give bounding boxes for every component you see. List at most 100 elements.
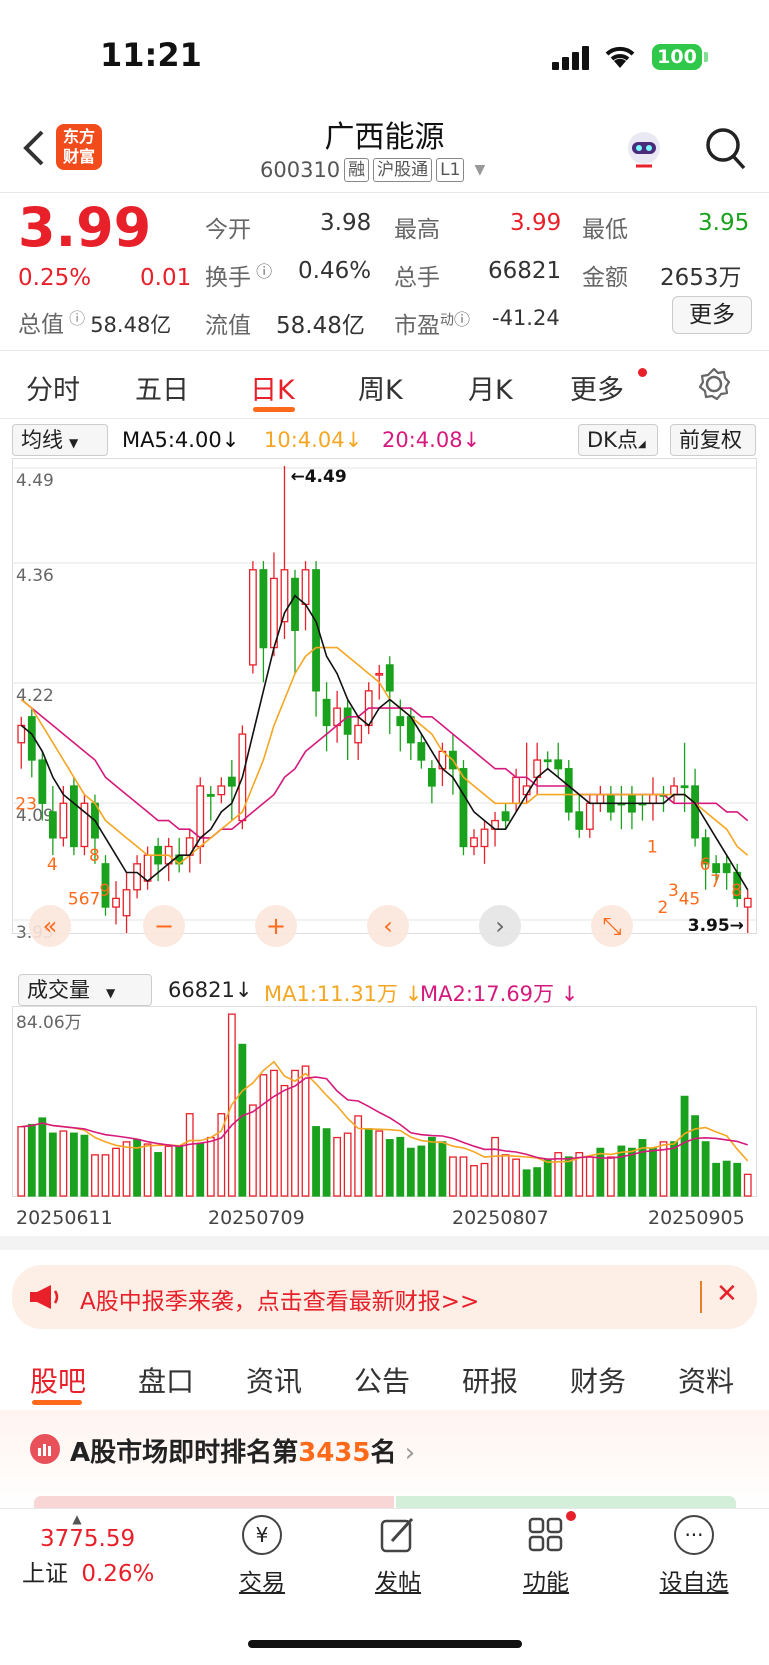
candle-body xyxy=(417,742,426,761)
tab-announcements[interactable]: 公告 xyxy=(354,1365,411,1398)
megaphone-icon xyxy=(28,1283,62,1315)
market-rank-card[interactable]: A股市场即时排名第3435名 › xyxy=(0,1410,769,1510)
adjust-button[interactable]: 前复权 xyxy=(670,424,756,456)
tab-monthly-k[interactable]: 月K xyxy=(468,375,513,406)
indicator-select[interactable]: 均线 ▼ xyxy=(12,424,108,456)
wifi-icon xyxy=(602,42,638,74)
tab-weekly-k[interactable]: 周K xyxy=(358,375,403,406)
status-bar: 11:21 100 xyxy=(0,0,769,108)
volume-indicator-select[interactable]: 成交量 ▼ xyxy=(18,974,152,1006)
pe-label[interactable]: 市盈动ⓘ xyxy=(394,306,470,340)
zoom-in-icon[interactable]: + xyxy=(255,905,297,947)
low-annotation: 3.95→ xyxy=(688,916,744,936)
index-change: 0.26% xyxy=(81,1561,155,1587)
current-price: 3.99 xyxy=(18,196,152,259)
back-icon[interactable] xyxy=(20,128,48,172)
zoom-out-icon[interactable]: − xyxy=(143,905,185,947)
volume-bar xyxy=(291,1069,299,1197)
up-triangle-icon: ▲ xyxy=(72,1512,82,1526)
volume-bar xyxy=(743,1173,752,1197)
trade-button[interactable]: ¥ 交易 xyxy=(222,1515,302,1597)
volume-bar xyxy=(501,1154,510,1197)
down-arrow-icon: ↓ xyxy=(462,428,481,452)
post-button[interactable]: 发帖 xyxy=(358,1515,438,1597)
robot-assistant-icon[interactable] xyxy=(620,126,668,178)
volume-value-legend: 66821↓ xyxy=(168,978,252,1002)
tab-orderbook[interactable]: 盘口 xyxy=(138,1365,195,1398)
turnover-label-text: 换手 xyxy=(205,265,251,291)
tab-news[interactable]: 资讯 xyxy=(246,1365,303,1398)
close-icon[interactable]: ✕ xyxy=(716,1279,738,1309)
logo-text-bottom: 财富 xyxy=(62,147,95,166)
volume-chart[interactable]: 84.06万 20250611 20250709 20250807 20250905 xyxy=(12,1006,757,1232)
prev-icon[interactable]: ‹ xyxy=(367,905,409,947)
candle-body xyxy=(227,776,236,787)
zoom-out-icon-glyph: − xyxy=(154,912,174,940)
total-value[interactable]: 总值 ⓘ 58.48亿 xyxy=(18,305,171,339)
function-button[interactable]: 功能 xyxy=(506,1511,586,1597)
volume-bar xyxy=(427,1136,436,1197)
open-value: 3.98 xyxy=(320,210,372,236)
tab-intraday[interactable]: 分时 xyxy=(26,375,80,406)
tab-five-day[interactable]: 五日 xyxy=(135,375,189,406)
fullscreen-icon[interactable]: ⤡ xyxy=(591,905,633,947)
volume-bar xyxy=(712,1162,721,1197)
next-icon[interactable]: › xyxy=(479,905,521,947)
dk-marker: 4 xyxy=(47,855,58,875)
scroll-left-icon[interactable]: « xyxy=(29,905,71,947)
kline-chart[interactable]: 4.494.364.224.093.95←4.493.95→2345678912… xyxy=(12,458,757,968)
high-value: 3.99 xyxy=(510,210,562,236)
settings-gear-icon[interactable] xyxy=(696,366,732,406)
earnings-banner[interactable]: A股中报季来袭，点击查看最新财报>> ✕ xyxy=(12,1265,757,1329)
volume-bar xyxy=(575,1152,584,1197)
app-logo[interactable]: 东方 财富 xyxy=(56,124,102,170)
amount-label: 金额 xyxy=(582,265,628,291)
candle-body xyxy=(564,768,573,813)
dk-marker: 1 xyxy=(647,838,658,858)
tag-connect: 沪股通 xyxy=(373,158,433,182)
volume-ma2-line xyxy=(21,1076,748,1161)
corner-arrow-icon: ◢ xyxy=(637,439,646,450)
volume-bar xyxy=(733,1162,742,1197)
tab-forum[interactable]: 股吧 xyxy=(30,1365,87,1398)
info-icon: ⓘ xyxy=(454,310,471,329)
tab-finance[interactable]: 财务 xyxy=(570,1365,627,1398)
volume-bar xyxy=(143,1143,152,1197)
vol-ma1-legend: MA1:11.31万 ↓ xyxy=(264,978,422,1008)
volume-bar xyxy=(301,1065,310,1197)
more-button[interactable]: 更多 xyxy=(672,296,752,334)
volume-bar xyxy=(312,1126,320,1197)
candle-body xyxy=(80,802,89,848)
volume-bar xyxy=(449,1156,457,1197)
stock-subtitle[interactable]: 600310 融 沪股通 L1 ▼ xyxy=(260,158,485,182)
volume-bar xyxy=(27,1123,36,1197)
candle-body xyxy=(112,897,120,908)
tab-profile[interactable]: 资料 xyxy=(678,1365,735,1398)
volume-bar xyxy=(533,1167,542,1197)
total-value-label: 总值 xyxy=(18,312,64,338)
dk-button[interactable]: DK点◢ xyxy=(578,424,658,456)
index-widget[interactable]: ▲ 3775.59 上证 0.26% xyxy=(22,1512,172,1588)
volume-bar xyxy=(154,1152,163,1197)
add-watchlist-button[interactable]: ··· 设自选 xyxy=(654,1515,734,1597)
volume-frame xyxy=(12,1006,757,1197)
candle-body xyxy=(712,863,721,874)
candle-body xyxy=(459,768,468,848)
candle-body xyxy=(743,897,752,908)
volume-bar xyxy=(491,1136,499,1197)
search-icon[interactable] xyxy=(704,126,748,176)
trade-label: 交易 xyxy=(239,1570,285,1596)
volume-ma1-line xyxy=(21,1060,749,1164)
volume-bar xyxy=(396,1136,405,1197)
tag-level: L1 xyxy=(436,158,465,182)
tab-more[interactable]: 更多 xyxy=(570,375,624,406)
tab-research[interactable]: 研报 xyxy=(462,1365,519,1398)
y-tick-label: 4.22 xyxy=(16,686,54,706)
candle-body xyxy=(543,759,552,763)
volume-bar xyxy=(670,1141,678,1197)
volume-bar xyxy=(270,1069,278,1197)
tab-daily-k[interactable]: 日K xyxy=(250,375,295,406)
info-icon: ⓘ xyxy=(64,309,91,328)
ma10-legend: 10:4.04↓ xyxy=(264,428,362,452)
turnover-label[interactable]: 换手 ⓘ xyxy=(205,258,272,292)
